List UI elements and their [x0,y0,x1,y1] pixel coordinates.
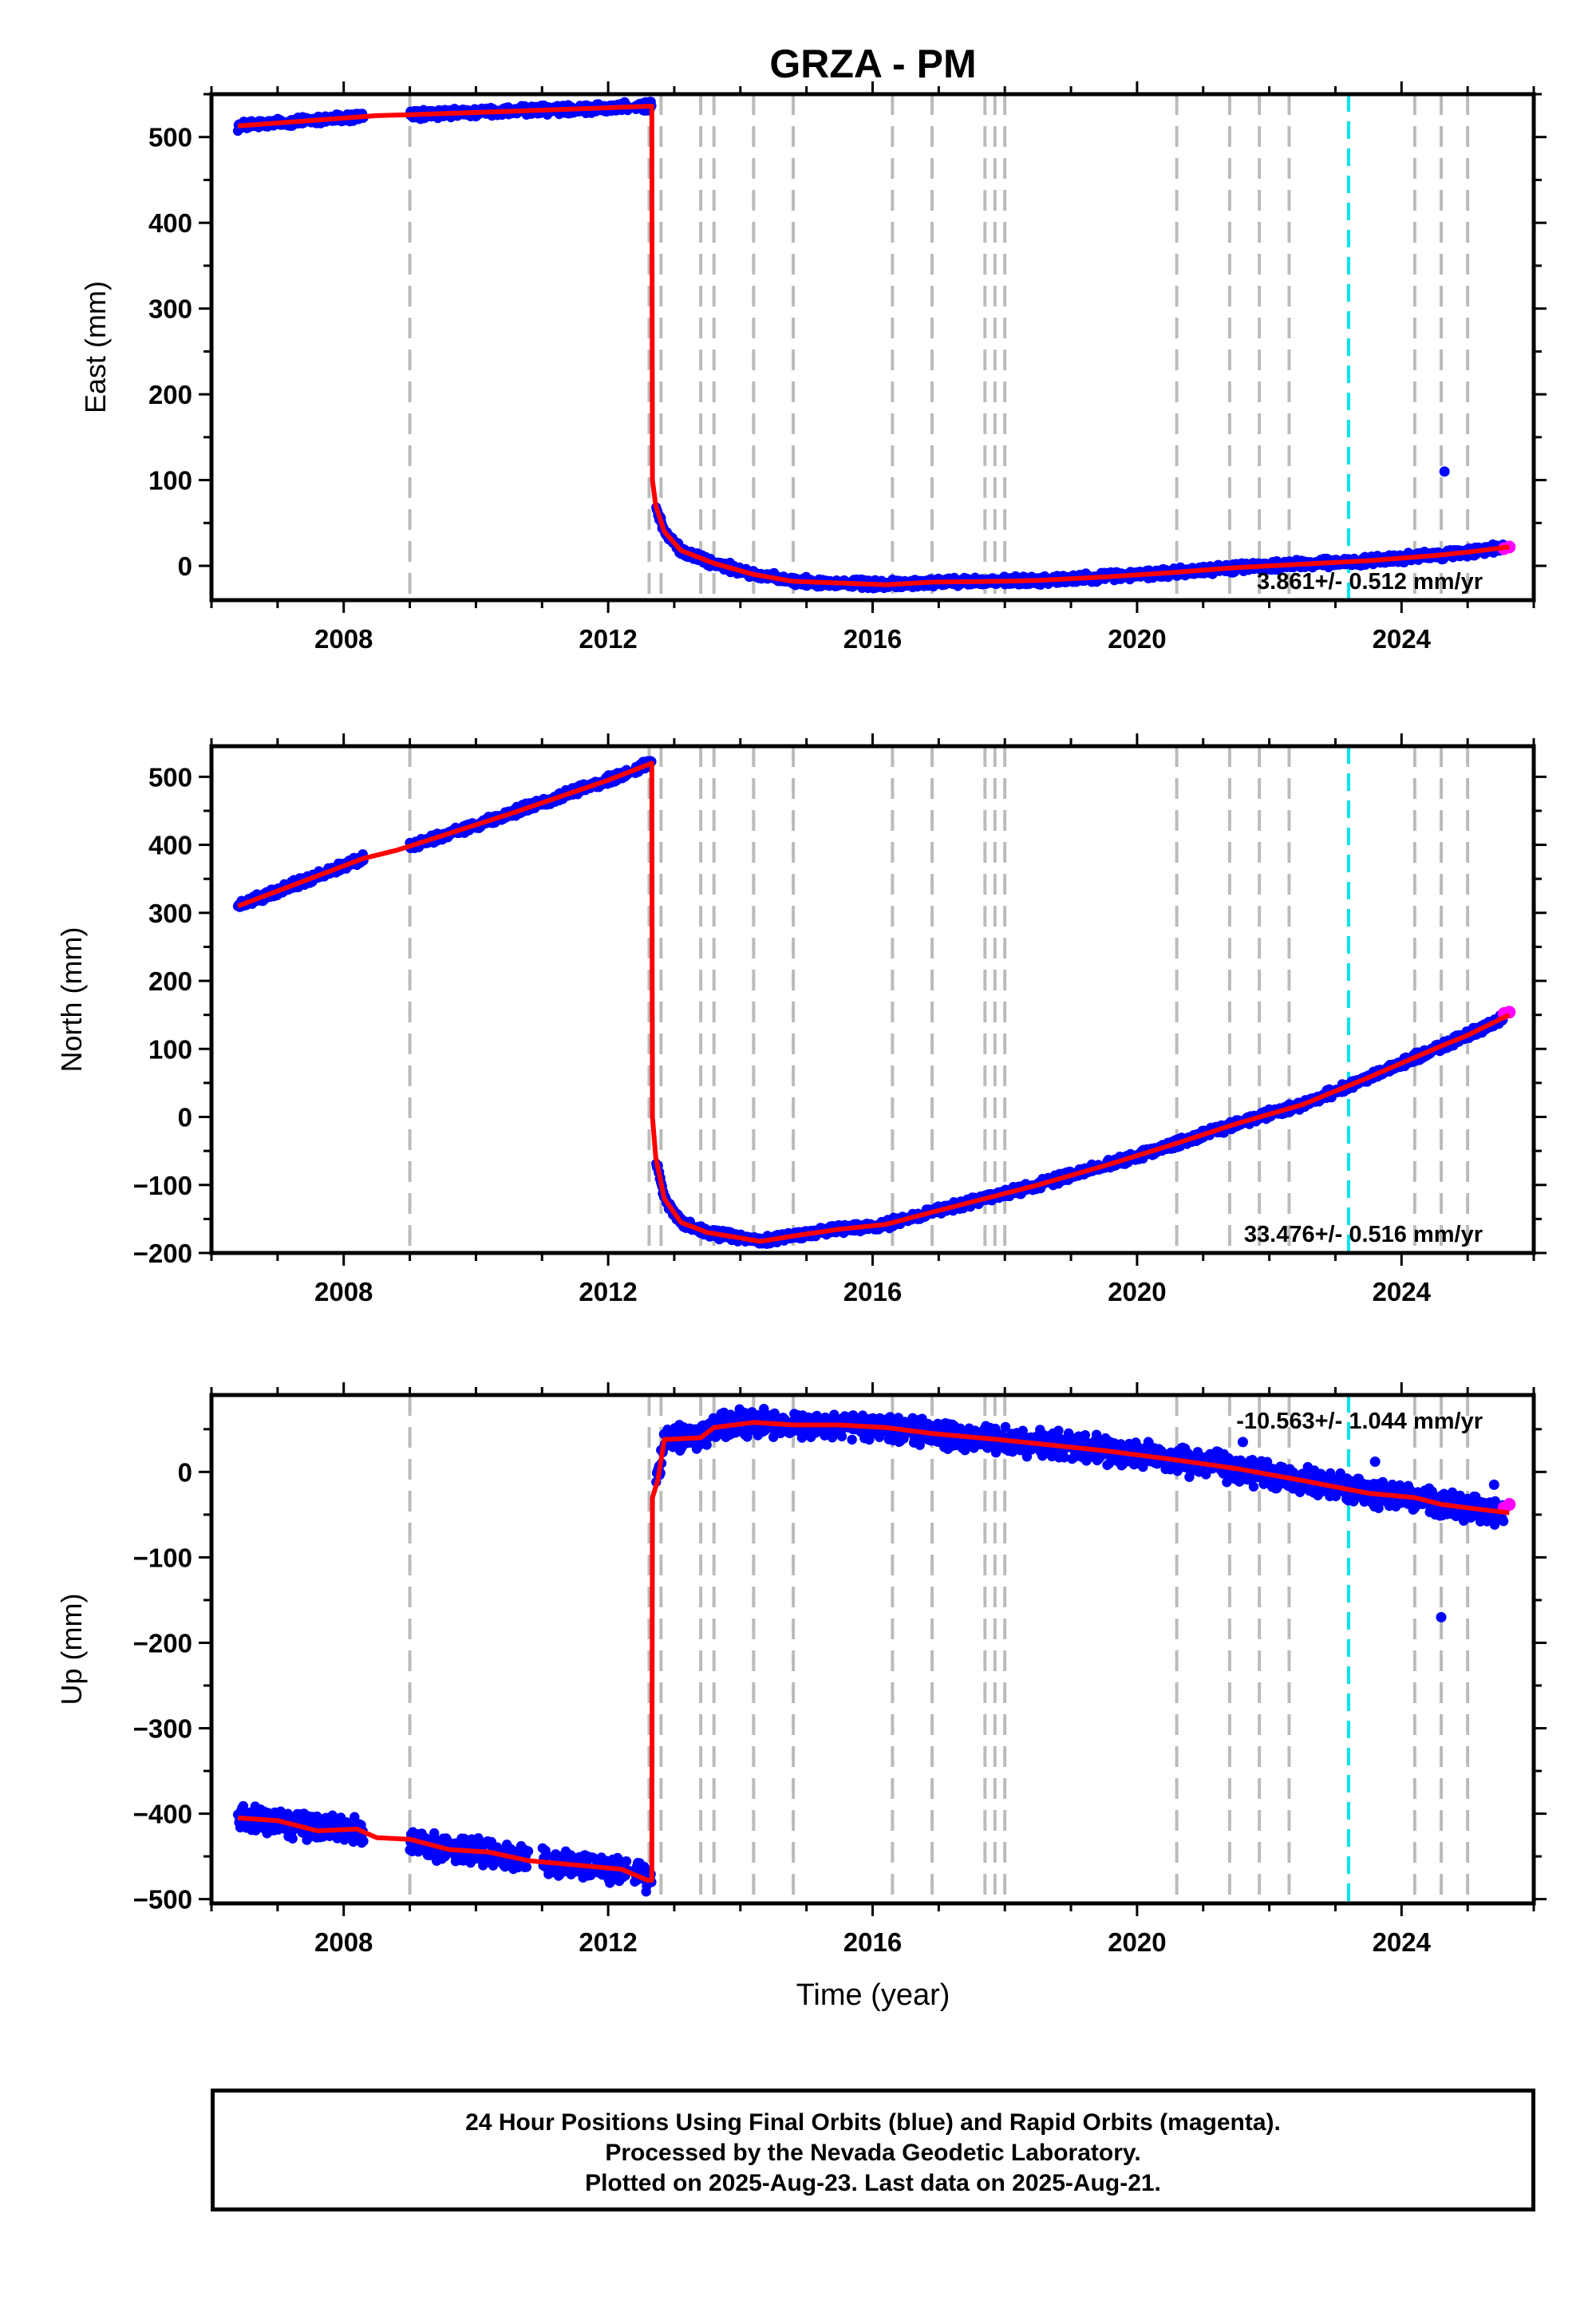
x-tick-label: 2016 [843,1277,902,1306]
data-point [621,1856,632,1867]
x-tick-label: 2008 [314,624,373,654]
velocity-label: 3.861+/- 0.512 mm/yr [1257,569,1483,595]
chart-title: GRZA - PM [769,41,976,86]
x-tick-label: 2012 [579,624,637,654]
y-axis-label: East (mm) [79,281,112,413]
x-tick-label: 2024 [1373,1277,1432,1306]
y-tick-label: 300 [148,294,192,324]
x-tick-label: 2020 [1108,1277,1166,1306]
velocity-label: 33.476+/- 0.516 mm/yr [1244,1222,1483,1247]
y-tick-label: 0 [178,1103,192,1132]
data-point [701,1440,712,1450]
y-tick-label: 200 [148,966,192,996]
y-tick-label: 200 [148,380,192,409]
data-point [350,1812,360,1822]
panel-north: 2008 2012 2016 2020 2024 −200 −100 0 100 200 300 40… [55,733,1547,1306]
data-point [238,1800,249,1812]
rapid-orbit-point [1503,540,1516,554]
data-point [541,1850,552,1860]
data-point [358,1836,369,1847]
y-tick-label: 100 [148,466,192,496]
x-tick-label: 2024 [1373,624,1432,654]
y-axis-label: North (mm) [55,927,88,1073]
data-point [523,1846,534,1856]
y-tick-label: −200 [133,1239,192,1268]
x-tick-label: 2020 [1108,624,1166,654]
x-tick-label: 2012 [579,1277,637,1306]
y-tick-label: 500 [148,762,192,792]
y-tick-label: 0 [178,551,192,581]
data-point [287,1833,298,1844]
y-tick-label: 500 [148,123,192,152]
y-tick-label: 400 [148,208,192,238]
outlier-point [1439,466,1450,477]
x-tick-label: 2008 [314,1277,373,1306]
plot-frame [209,744,1536,1255]
final-orbit-points [232,756,1509,1249]
y-tick-label: 400 [148,831,192,860]
panel-up: 2008 2012 2016 2020 2024−500−400−300−200−100… [55,1382,1547,1957]
y-tick-label: 100 [148,1034,192,1064]
final-orbit-points [232,97,1509,594]
model-fit-line [237,761,1511,1244]
x-tick-label: 2016 [843,624,902,654]
final-orbit-points [232,1404,1509,1897]
model-fit-line [237,104,1510,587]
plot-frame [209,92,1536,603]
panel-east: 2008 2012 2016 2020 2024 0 100 200 300 400 500 East… [79,81,1547,654]
y-tick-label: −100 [133,1171,192,1200]
y-tick-label: 300 [148,899,192,928]
data-point [521,1862,531,1872]
